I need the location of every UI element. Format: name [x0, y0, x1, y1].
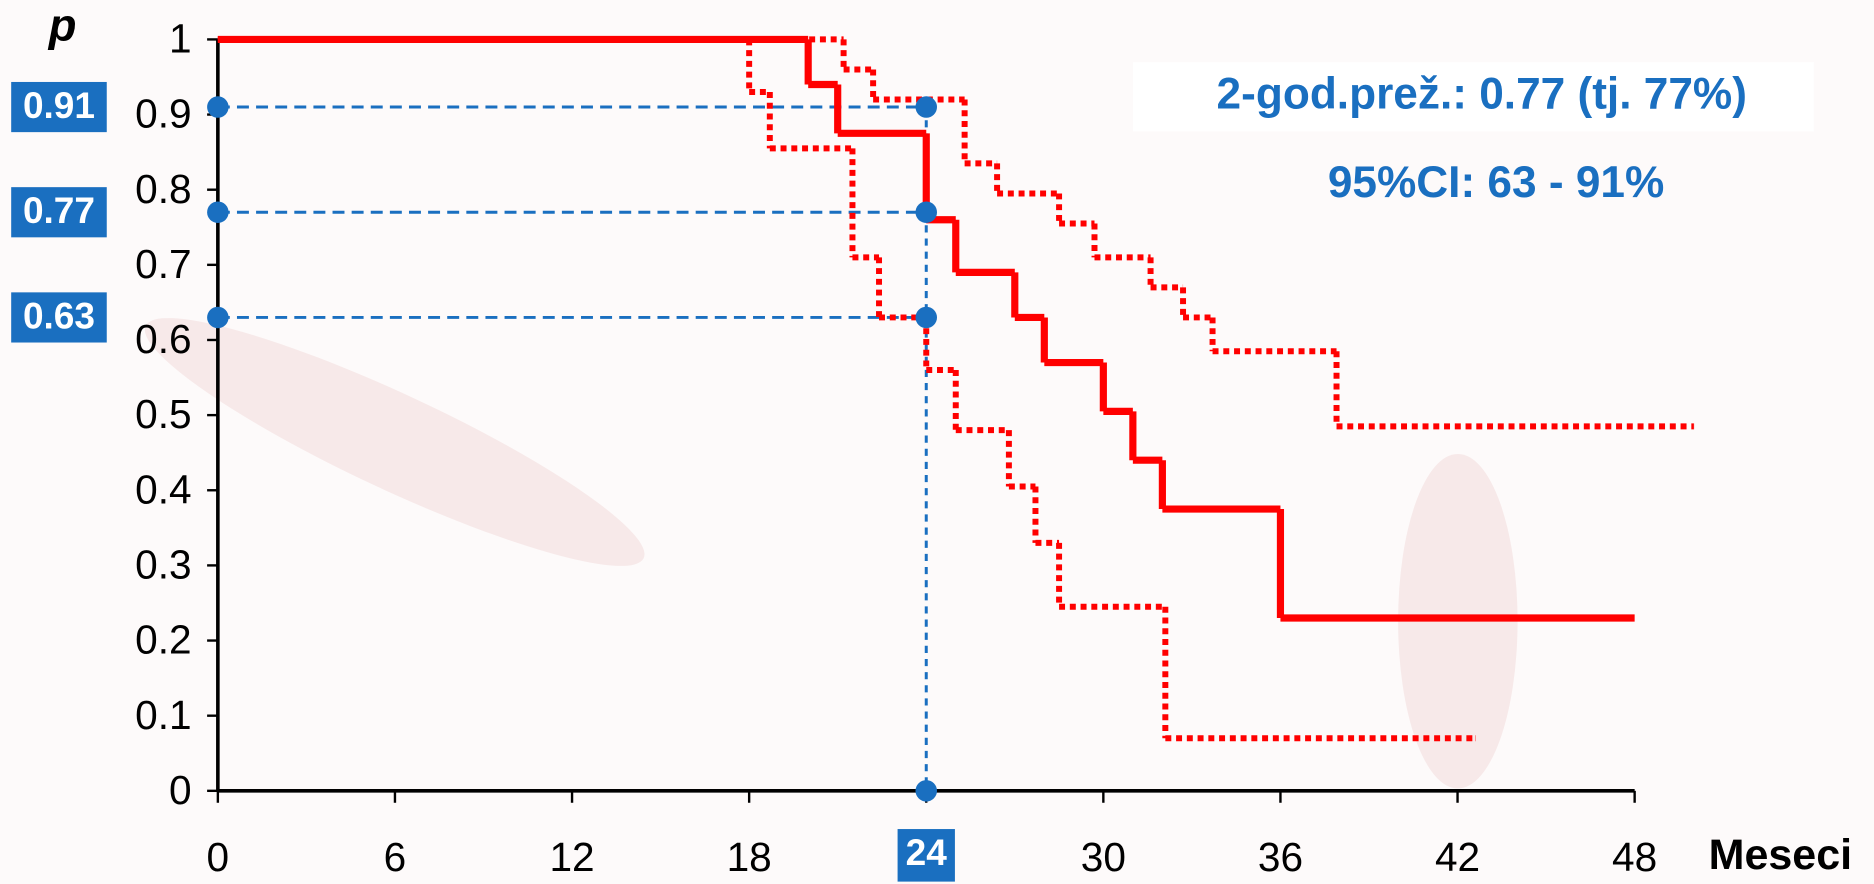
- y-tick-label: 1: [169, 16, 192, 62]
- reference-dot: [915, 96, 937, 118]
- x-tick-label: 18: [727, 834, 772, 880]
- x-tick-badge: [897, 829, 955, 882]
- reference-badge: [11, 81, 107, 133]
- y-tick-label: 0.1: [135, 692, 191, 738]
- y-tick-label: 0: [169, 767, 192, 813]
- y-tick-label: 0.5: [135, 391, 191, 437]
- y-tick-label: 0.6: [135, 316, 191, 362]
- reference-label: 0.77: [23, 189, 95, 231]
- reference-badge: [11, 187, 107, 238]
- y-axis-label: p: [48, 0, 77, 51]
- reference-label: 0.91: [23, 84, 95, 126]
- y-tick-label: 0.2: [135, 617, 191, 663]
- y-tick-label: 0.4: [135, 466, 191, 512]
- y-tick-label: 0.7: [135, 241, 191, 287]
- x-tick-label: 48: [1612, 834, 1657, 880]
- reference-dot: [207, 201, 229, 223]
- y-tick-label: 0.8: [135, 166, 191, 212]
- annotation-box: [1132, 62, 1814, 132]
- x-tick-label: 6: [384, 834, 407, 880]
- x-axis-label: Meseci: [1709, 831, 1852, 879]
- reference-dot: [915, 780, 937, 802]
- x-tick-label: 12: [549, 834, 594, 880]
- reference-label: 0.63: [23, 294, 95, 336]
- reference-badge: [11, 292, 107, 343]
- reference-dot: [915, 201, 937, 223]
- x-tick-label: 0: [207, 834, 230, 880]
- x-tick-label: 24: [906, 831, 948, 873]
- reference-dot: [207, 96, 229, 118]
- y-tick-label: 0.3: [135, 542, 191, 588]
- reference-dot: [915, 306, 937, 329]
- x-tick-label: 42: [1435, 834, 1480, 880]
- annotation: 2-god.prež.: 0.77 (tj. 77%): [1217, 69, 1747, 118]
- x-tick-label: 36: [1258, 834, 1303, 880]
- background-decoration: [144, 318, 645, 566]
- x-tick-label: 30: [1081, 834, 1126, 880]
- reference-dot: [207, 306, 229, 329]
- annotation: 95%CI: 63 - 91%: [1328, 158, 1664, 207]
- y-tick-label: 0.9: [135, 91, 191, 137]
